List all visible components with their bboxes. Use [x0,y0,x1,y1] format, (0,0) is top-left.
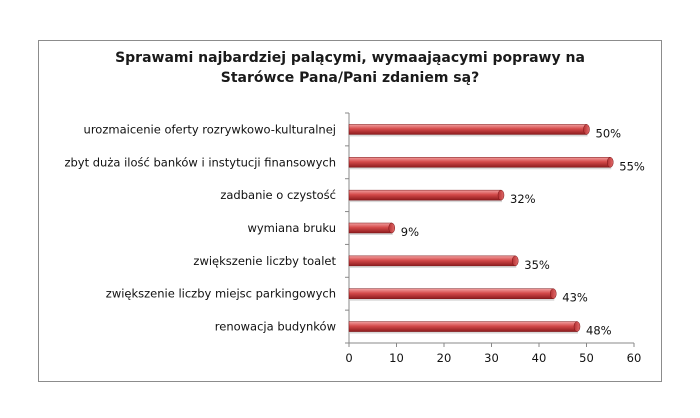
bar [348,189,505,203]
bar-body [348,222,392,234]
x-tick-label: 30 [484,351,499,365]
bar-body [348,124,587,135]
bars-group [348,124,614,334]
x-tick-label: 40 [532,351,547,365]
bar-cap [388,222,395,234]
bar-cap [550,288,557,299]
data-label: 35% [524,258,550,272]
chart-axes [345,112,635,347]
bar-body [348,157,611,168]
bar [348,321,581,334]
data-label: 32% [510,192,536,206]
bar-body [348,321,578,332]
x-tick-label: 10 [389,351,404,365]
category-label: zadbanie o czystość [220,188,336,202]
bar-body [348,288,554,299]
x-tick-label: 20 [437,351,452,365]
bar-cap [607,157,614,168]
chart-title-line-2: Starówce Pana/Pani zdaniem są? [220,70,480,86]
data-label: 43% [562,291,588,305]
data-label: 9% [401,225,419,239]
data-label: 48% [586,324,612,338]
bar [348,124,590,137]
category-label: wymiana bruku [247,221,336,235]
category-label: zbyt duża ilość banków i instytucji fina… [64,155,336,169]
bar-body [348,255,516,267]
x-tick-label: 50 [579,351,594,365]
category-label: urozmaicenie oferty rozrywkowo-kulturaln… [84,122,336,136]
category-label: renowacja budynków [215,320,336,334]
x-tick-label: 60 [627,351,642,365]
chart-title: Sprawami najbardziej palącymi, wymaająac… [0,48,700,88]
bar-cap [497,189,505,201]
data-label: 55% [619,159,645,173]
bar [348,222,395,235]
bar-cap [583,124,590,135]
data-label: 50% [596,126,622,140]
x-tick-label: 0 [345,351,352,365]
bar [348,255,519,268]
bar [348,157,614,170]
category-label: zwiększenie liczby toalet [193,254,336,268]
bar [348,288,557,301]
bar-cap [512,255,519,267]
bar-cap [573,321,581,332]
category-label: zwiększenie liczby miejsc parkingowych [106,287,336,301]
bar-body [348,189,502,201]
chart-title-line-1: Sprawami najbardziej palącymi, wymaająac… [115,50,585,66]
labels-group: 0 10 20 30 40 50 60 urozmaicenie oferty rozrywk… [64,122,644,365]
